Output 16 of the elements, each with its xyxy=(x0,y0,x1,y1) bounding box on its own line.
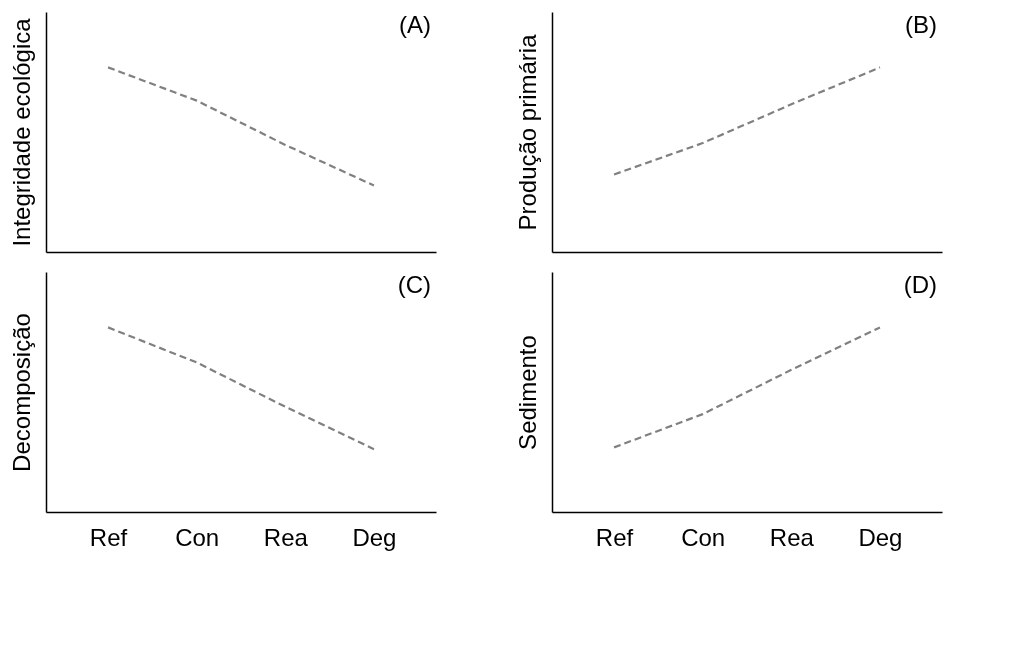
x-tick-label: Rea xyxy=(263,523,309,551)
text: (C) xyxy=(397,271,431,298)
y-axis-title: Produção primária xyxy=(513,33,541,231)
text: (D) xyxy=(903,271,937,298)
y-axis-title: Decomposição xyxy=(7,313,35,472)
x-tick-label: Rea xyxy=(769,523,815,551)
x-tick-label: Deg xyxy=(858,523,903,551)
x-tick-label: Con xyxy=(175,523,220,551)
x-tick-label: Ref xyxy=(89,523,128,551)
x-tick-label: Deg xyxy=(352,523,397,551)
text: (A) xyxy=(399,11,431,38)
y-axis-title: Integridade ecológica xyxy=(7,17,35,247)
x-tick-label: Ref xyxy=(595,523,634,551)
y-axis-title: Sedimento xyxy=(513,335,541,450)
x-tick-label: Con xyxy=(681,523,726,551)
text: (B) xyxy=(905,11,937,38)
